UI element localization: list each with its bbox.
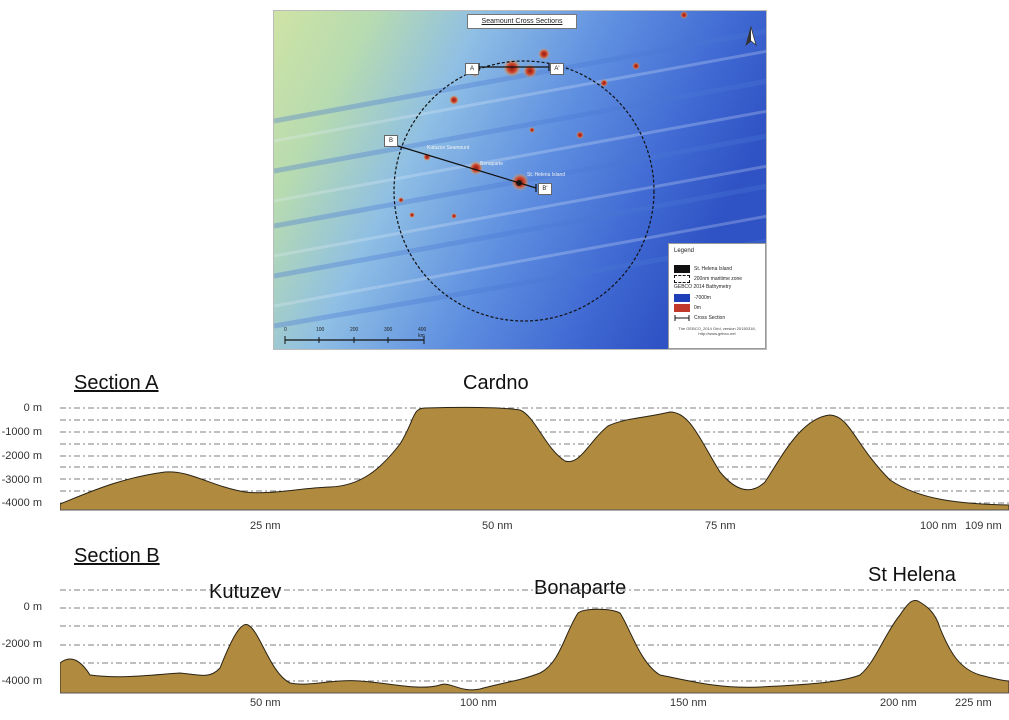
x-tick-label: 50 nm: [250, 697, 281, 709]
section-b-title: Section B: [74, 545, 160, 567]
label-st-helena: St. Helena Island: [527, 172, 566, 178]
map-legend: Legend St. Helena Island 200nm maritime …: [668, 243, 766, 349]
y-tick-label: 0 m: [23, 402, 42, 414]
y-tick-label: -1000 m: [1, 426, 42, 438]
peak-label-bonaparte: Bonaparte: [534, 577, 627, 599]
x-tick-label: 75 nm: [705, 520, 736, 532]
zone-swatch: [674, 274, 690, 283]
x-tick-label: 150 nm: [670, 697, 707, 709]
island-swatch: [674, 264, 690, 273]
legend-zone: 200nm maritime zone: [694, 275, 743, 282]
legend-bathymetry: GEBCO 2014 Bathymetry: [674, 284, 732, 290]
legend-cross-section: Cross Section: [694, 314, 726, 321]
marker-b-end: B': [538, 183, 552, 195]
marker-b-start: B: [384, 135, 398, 147]
cross-section-lines: [397, 63, 550, 192]
legend-deep: -7000m: [694, 294, 711, 301]
maritime-zone-circle: [393, 60, 655, 322]
x-tick-label: 25 nm: [250, 520, 281, 532]
y-tick-label: -4000 m: [1, 497, 42, 509]
legend-title: Legend: [674, 248, 695, 254]
x-tick-label: 200 nm: [880, 697, 917, 709]
legend-credit: The GEBCO_2014 Grid, version 20150318,: [678, 326, 756, 331]
legend-shallow: 0m: [694, 304, 701, 311]
section-b-gridlines: [60, 589, 1009, 682]
shallow-swatch: [674, 303, 690, 312]
section-a-title: Section A: [74, 372, 159, 394]
x-tick-label: 100 nm: [920, 520, 957, 532]
marker-a-end: A': [550, 63, 564, 75]
y-tick-label: -3000 m: [1, 474, 42, 486]
peak-label-kutuzev: Kutuzev: [209, 581, 282, 603]
section-b-profile: [60, 589, 1009, 694]
peak-label-cardno: Cardno: [463, 372, 529, 394]
scale-label: 300: [384, 327, 393, 333]
section-b-panel: Section B Kutuzev Bonaparte St Helena 0 …: [0, 535, 1009, 720]
marker-a-start: A: [465, 63, 479, 75]
y-tick-label: -2000 m: [1, 450, 42, 462]
deep-swatch: [674, 293, 690, 302]
north-arrow-icon: [745, 25, 757, 47]
y-tick-label: 0 m: [23, 601, 42, 613]
scale-label: 100: [316, 327, 325, 333]
cross-section-swatch: [674, 314, 690, 321]
map-title: Seamount Cross Sections: [467, 14, 577, 29]
section-a-profile: [60, 406, 1009, 511]
y-tick-label: -2000 m: [1, 638, 42, 650]
x-tick-label: 109 nm: [965, 520, 1002, 532]
bathymetry-map: Seamount Cross Sections A A' B B' Kutuzo…: [273, 10, 767, 350]
x-tick-label: 50 nm: [482, 520, 513, 532]
section-a-panel: Section A Cardno 0 m -1000 m -2000 m -30…: [0, 360, 1009, 535]
peak-label-st-helena: St Helena: [868, 564, 956, 586]
scale-label: 0: [284, 327, 287, 333]
scale-label: 400 km: [418, 327, 427, 339]
label-kutuzov: Kutuzov Seamount: [427, 145, 470, 151]
scale-label: 200: [350, 327, 359, 333]
scale-bar: 0 100 200 300 400 km: [284, 327, 434, 347]
legend-island: St. Helena Island: [694, 265, 733, 272]
label-bonaparte: Bonaparte: [480, 161, 504, 167]
y-tick-label: -4000 m: [1, 675, 42, 687]
x-tick-label: 225 nm: [955, 697, 992, 709]
section-a-seafloor: [60, 406, 1009, 511]
map-canvas: [274, 11, 766, 349]
section-b-seafloor: [60, 600, 1009, 694]
legend-credit-url: http://www.gebco.net: [698, 331, 736, 336]
x-tick-label: 100 nm: [460, 697, 497, 709]
